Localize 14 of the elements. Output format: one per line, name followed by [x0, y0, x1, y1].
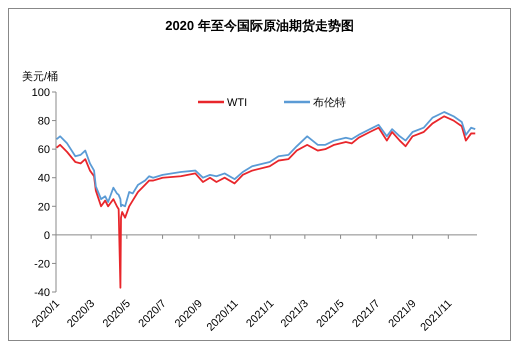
y-tick-label: 60 [38, 144, 50, 156]
y-tick-label: 80 [38, 116, 50, 128]
line-series [56, 115, 476, 289]
y-tick-label: 20 [38, 201, 50, 214]
y-tick-label: 100 [32, 87, 50, 99]
y-tick-label: 40 [38, 172, 50, 185]
y-tick-label: -40 [34, 287, 50, 299]
legend-label: WTI [227, 97, 248, 109]
line-series [56, 111, 476, 208]
y-tick-label: -20 [34, 258, 50, 270]
y-tick-label: 0 [44, 230, 50, 242]
chart-title: 2020 年至今国际原油期货走势图 [165, 18, 354, 33]
y-axis-title: 美元/桶 [22, 70, 58, 83]
legend-label: 布伦特 [313, 97, 346, 109]
